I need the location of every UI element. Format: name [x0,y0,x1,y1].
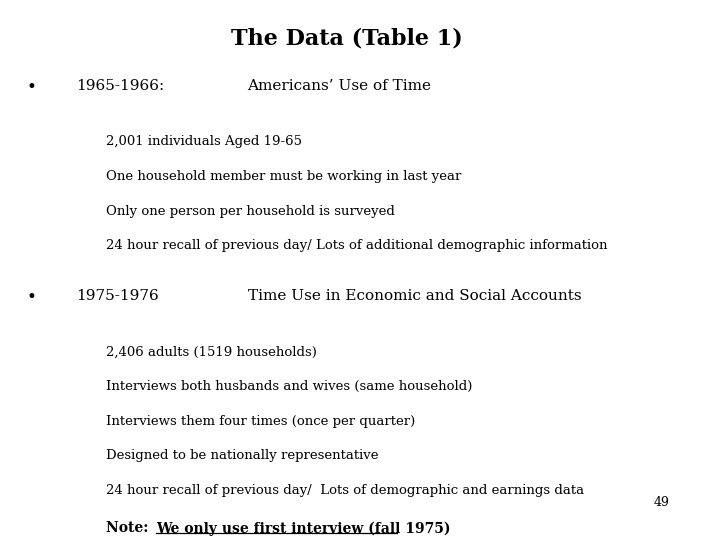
Text: Designed to be nationally representative: Designed to be nationally representative [106,449,378,462]
Text: 24 hour recall of previous day/ Lots of additional demographic information: 24 hour recall of previous day/ Lots of … [106,239,607,252]
Text: Time Use in Economic and Social Accounts: Time Use in Economic and Social Accounts [248,289,581,303]
Text: 49: 49 [653,496,669,509]
Text: Americans’ Use of Time: Americans’ Use of Time [248,79,431,93]
Text: Note:: Note: [106,521,163,535]
Text: Only one person per household is surveyed: Only one person per household is surveye… [106,205,395,218]
Text: 1975-1976: 1975-1976 [76,289,159,303]
Text: The Data (Table 1): The Data (Table 1) [231,28,463,50]
Text: 2,406 adults (1519 households): 2,406 adults (1519 households) [106,345,317,359]
Text: Interviews both husbands and wives (same household): Interviews both husbands and wives (same… [106,380,472,393]
Text: •: • [27,79,37,96]
Text: 24 hour recall of previous day/  Lots of demographic and earnings data: 24 hour recall of previous day/ Lots of … [106,484,584,497]
Text: One household member must be working in last year: One household member must be working in … [106,170,461,183]
Text: 2,001 individuals Aged 19-65: 2,001 individuals Aged 19-65 [106,135,302,148]
Text: 1965-1966:: 1965-1966: [76,79,164,93]
Text: Interviews them four times (once per quarter): Interviews them four times (once per qua… [106,415,415,428]
Text: •: • [27,289,37,306]
Text: We only use first interview (fall 1975): We only use first interview (fall 1975) [156,521,450,536]
